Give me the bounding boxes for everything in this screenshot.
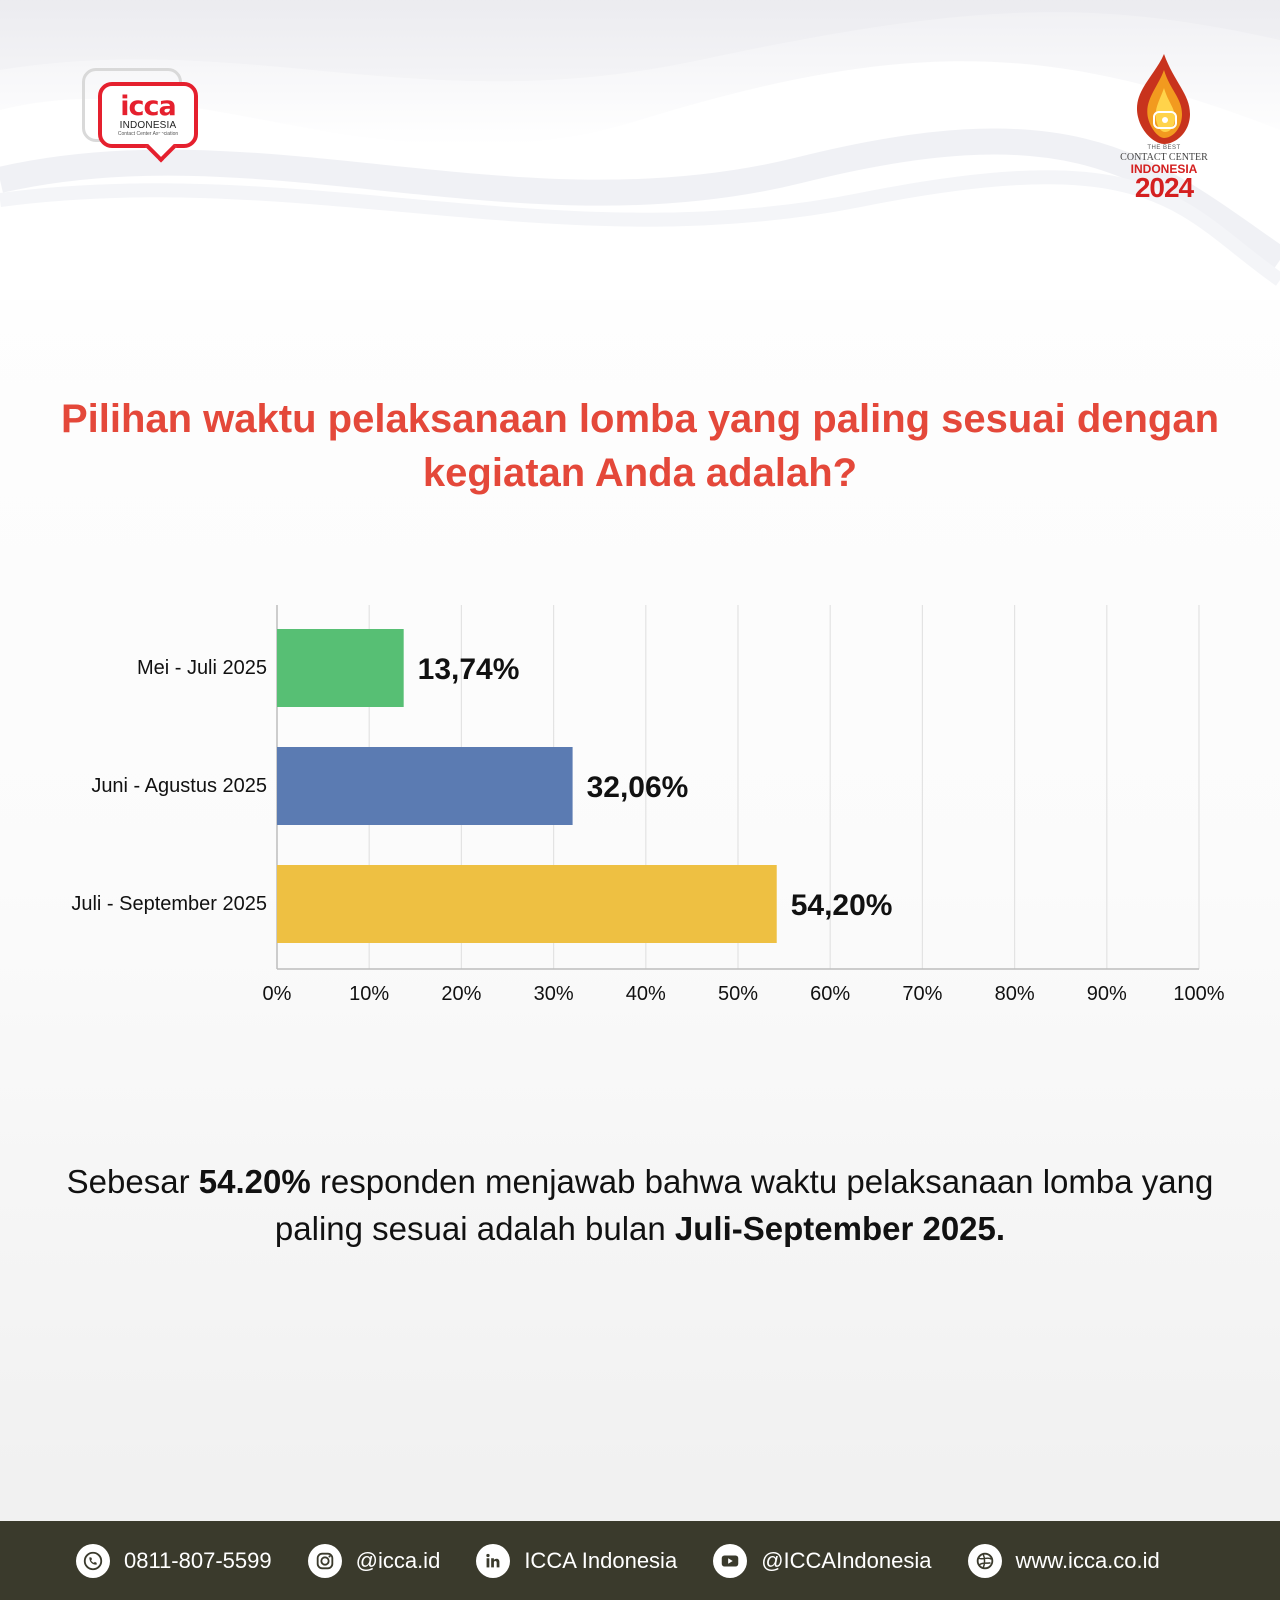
- bar: [277, 747, 573, 825]
- footer-item-website[interactable]: www.icca.co.id: [967, 1543, 1160, 1578]
- x-tick-label: 0%: [263, 983, 292, 1005]
- linkedin-icon: [476, 1543, 511, 1578]
- x-tick-label: 40%: [626, 983, 666, 1005]
- logo-speech-bubble: icca INDONESIA Contact Center Associatio…: [98, 82, 198, 148]
- summary-highlight-period: Juli-September 2025.: [674, 1210, 1006, 1247]
- header-wave-background: [0, 0, 1280, 300]
- bar: [277, 865, 777, 943]
- chart-title: Pilihan waktu pelaksanaan lomba yang pal…: [60, 397, 1220, 495]
- footer-youtube: @ICCAIndonesia: [761, 1547, 932, 1573]
- x-tick-label: 10%: [349, 983, 389, 1005]
- logo-word: icca: [120, 90, 176, 122]
- bar-chart-svg: 0% 10% 20% 30% 40% 50% 60% 70% 80% 90% 100% 13,74% M…: [71, 605, 1225, 1005]
- award-line3: INDONESIA: [1130, 162, 1198, 176]
- footer-instagram: @icca.id: [355, 1547, 441, 1573]
- footer-linkedin: ICCA Indonesia: [524, 1547, 678, 1573]
- data-label: 32,06%: [587, 771, 689, 804]
- flame-icon: [1136, 54, 1190, 144]
- whatsapp-icon: [76, 1543, 110, 1578]
- globe-icon: [967, 1543, 1002, 1578]
- x-tick-label: 50%: [718, 983, 758, 1005]
- x-tick-label: 60%: [810, 983, 850, 1005]
- bar-chart: 0% 10% 20% 30% 40% 50% 60% 70% 80% 90% 100% 13,74% M…: [0, 580, 1280, 1020]
- award-year: 2024: [1134, 172, 1194, 203]
- logo-sub: INDONESIA: [119, 119, 177, 131]
- icca-logo: icca INDONESIA Contact Center Associatio…: [78, 60, 204, 164]
- award-logo: THE BEST CONTACT CENTER INDONESIA 2024: [1104, 52, 1224, 203]
- category-label: Mei - Juli 2025: [137, 657, 267, 679]
- summary-middle: responden menjawab bahwa waktu pelaksana…: [274, 1163, 1214, 1247]
- footer-contact-bar: 0811-807-5599 @icca.id ICCA Indonesia @I…: [0, 1521, 1280, 1600]
- data-label: 13,74%: [418, 653, 520, 686]
- bar: [277, 629, 404, 707]
- category-label: Juli - September 2025: [71, 893, 267, 915]
- award-line1: THE BEST: [1147, 145, 1181, 151]
- summary-text: Sebesar 54.20% responden menjawab bahwa …: [60, 1158, 1220, 1252]
- award-line2: CONTACT CENTER: [1120, 152, 1208, 163]
- summary-prefix: Sebesar: [66, 1163, 199, 1200]
- x-tick-label: 80%: [995, 983, 1035, 1005]
- footer-item-youtube[interactable]: @ICCAIndonesia: [713, 1543, 932, 1578]
- footer-website: www.icca.co.id: [1015, 1547, 1160, 1573]
- data-label: 54,20%: [791, 889, 893, 922]
- summary-highlight-value: 54.20%: [198, 1163, 311, 1200]
- footer-item-whatsapp[interactable]: 0811-807-5599: [76, 1543, 272, 1578]
- x-tick-label: 100%: [1173, 983, 1224, 1005]
- x-tick-label: 90%: [1087, 983, 1127, 1005]
- instagram-icon: [307, 1543, 342, 1578]
- youtube-icon: [713, 1543, 748, 1578]
- x-tick-label: 70%: [902, 983, 942, 1005]
- logo-tagline: Contact Center Association: [117, 130, 179, 137]
- footer-item-instagram[interactable]: @icca.id: [307, 1543, 441, 1578]
- x-tick-label: 20%: [441, 983, 481, 1005]
- footer-phone: 0811-807-5599: [124, 1547, 272, 1573]
- category-label: Juni - Agustus 2025: [91, 775, 267, 797]
- footer-item-linkedin[interactable]: ICCA Indonesia: [476, 1543, 678, 1578]
- x-tick-label: 30%: [534, 983, 574, 1005]
